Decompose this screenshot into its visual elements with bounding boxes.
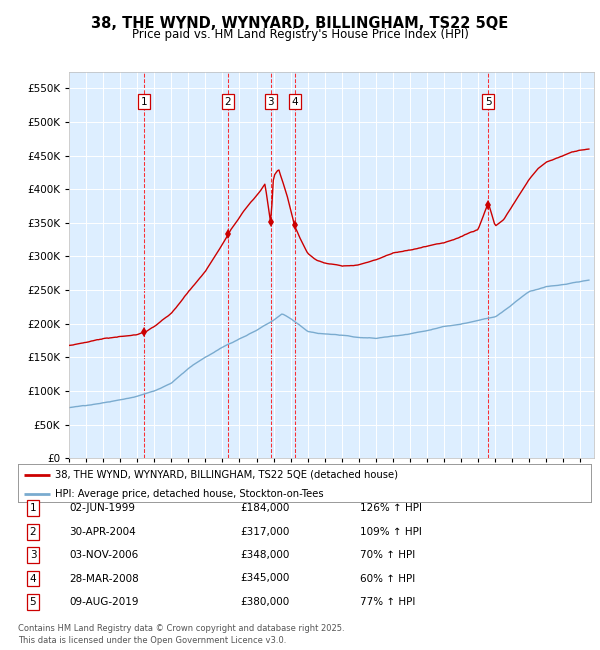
Text: 5: 5 [29,597,37,607]
Text: £345,000: £345,000 [240,573,289,584]
Text: 4: 4 [29,573,37,584]
Text: Price paid vs. HM Land Registry's House Price Index (HPI): Price paid vs. HM Land Registry's House … [131,28,469,41]
Text: 60% ↑ HPI: 60% ↑ HPI [360,573,415,584]
Text: 38, THE WYND, WYNYARD, BILLINGHAM, TS22 5QE (detached house): 38, THE WYND, WYNYARD, BILLINGHAM, TS22 … [55,470,398,480]
Text: 30-APR-2004: 30-APR-2004 [69,526,136,537]
Text: 126% ↑ HPI: 126% ↑ HPI [360,503,422,514]
Text: 109% ↑ HPI: 109% ↑ HPI [360,526,422,537]
Text: 02-JUN-1999: 02-JUN-1999 [69,503,135,514]
Text: 03-NOV-2006: 03-NOV-2006 [69,550,138,560]
Text: 70% ↑ HPI: 70% ↑ HPI [360,550,415,560]
Text: 2: 2 [225,97,232,107]
Text: £348,000: £348,000 [240,550,289,560]
Text: 38, THE WYND, WYNYARD, BILLINGHAM, TS22 5QE: 38, THE WYND, WYNYARD, BILLINGHAM, TS22 … [91,16,509,31]
Text: £184,000: £184,000 [240,503,289,514]
Text: Contains HM Land Registry data © Crown copyright and database right 2025.
This d: Contains HM Land Registry data © Crown c… [18,624,344,645]
Text: HPI: Average price, detached house, Stockton-on-Tees: HPI: Average price, detached house, Stoc… [55,489,324,499]
Text: £317,000: £317,000 [240,526,289,537]
Text: 4: 4 [292,97,298,107]
Text: 1: 1 [29,503,37,514]
Text: 77% ↑ HPI: 77% ↑ HPI [360,597,415,607]
Text: 1: 1 [141,97,148,107]
Text: 3: 3 [268,97,274,107]
Text: 5: 5 [485,97,491,107]
Text: 3: 3 [29,550,37,560]
Text: 2: 2 [29,526,37,537]
Text: 28-MAR-2008: 28-MAR-2008 [69,573,139,584]
Text: 09-AUG-2019: 09-AUG-2019 [69,597,139,607]
Text: £380,000: £380,000 [240,597,289,607]
